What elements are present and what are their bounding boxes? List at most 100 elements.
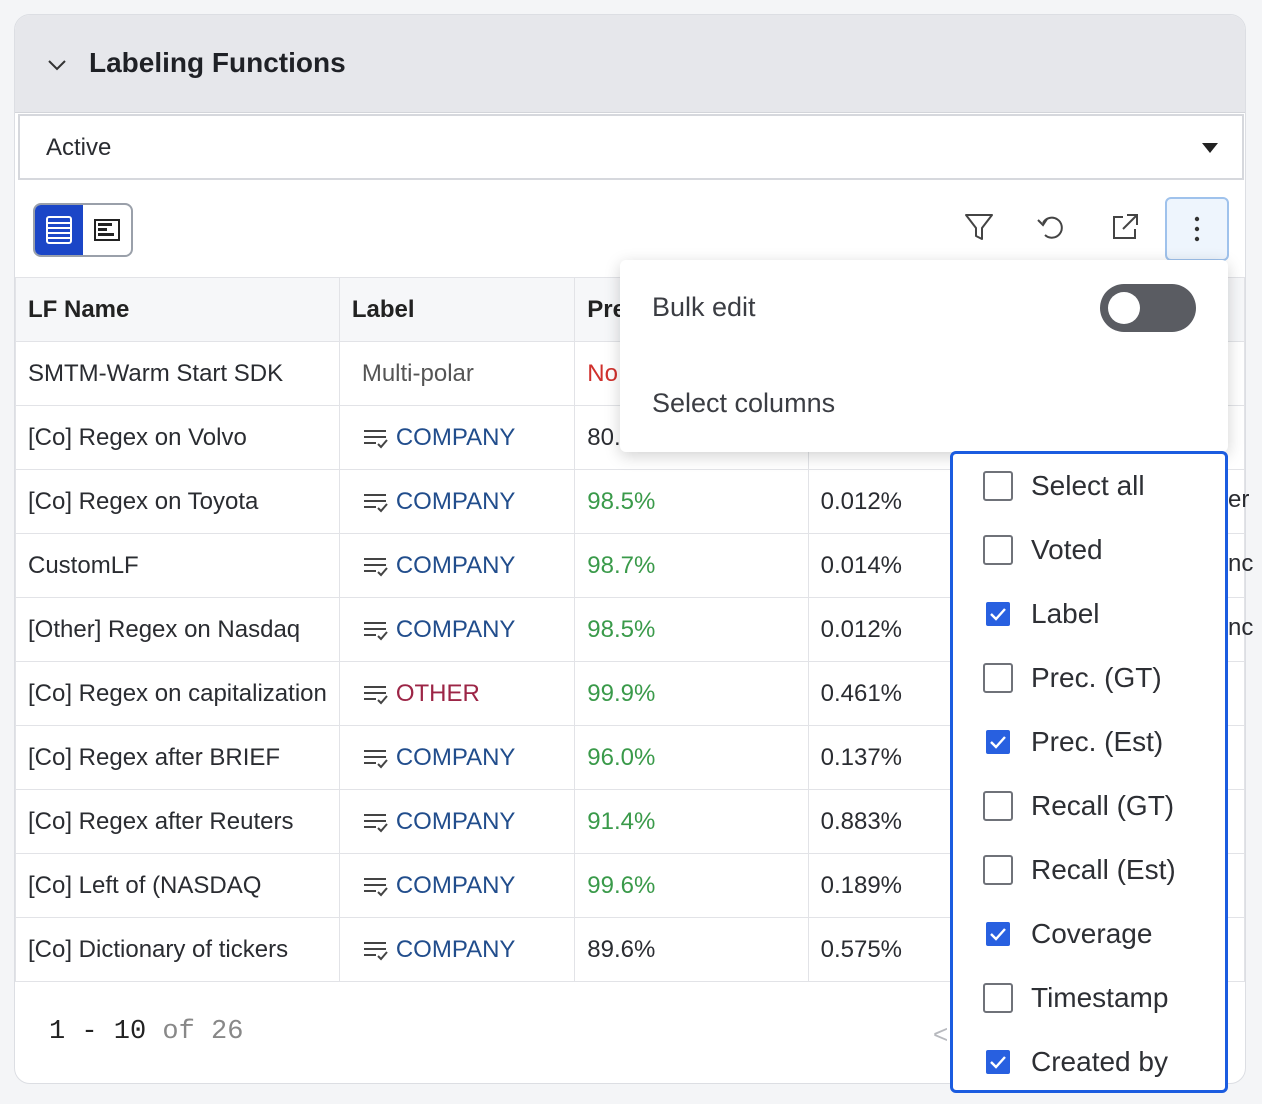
label-list-icon: [363, 942, 388, 961]
lf-name-cell[interactable]: [Co] Dictionary of tickers: [15, 917, 340, 982]
column-checkbox[interactable]: [983, 535, 1013, 565]
column-checkbox[interactable]: [983, 791, 1013, 821]
pagination-range: 1 - 10: [49, 1017, 147, 1047]
select-columns-submenu: Select all Voted Label Prec. (GT) Prec. (Est…: [950, 451, 1228, 1093]
prec-cell: 98.7%: [574, 533, 809, 598]
label-text: COMPANY: [395, 487, 516, 515]
column-option[interactable]: Voted: [983, 530, 1103, 570]
column-option-label: Voted: [1031, 534, 1103, 565]
label-cell: COMPANY: [338, 789, 576, 854]
select-columns-item[interactable]: Select columns: [652, 388, 836, 418]
label-text: OTHER: [395, 679, 480, 707]
clipped-cell-text: nc: [1228, 550, 1254, 577]
column-checkbox[interactable]: [983, 983, 1013, 1013]
label-cell: COMPANY: [338, 917, 576, 982]
panel-title: Labeling Functions: [89, 47, 346, 78]
column-option-label: Coverage: [1031, 918, 1153, 949]
prec-cell: 89.6%: [574, 917, 809, 982]
column-option[interactable]: Timestamp: [983, 978, 1168, 1018]
panel-header[interactable]: Labeling Functions: [15, 15, 1245, 113]
label-cell: Multi-polar: [338, 341, 576, 406]
label-text: COMPANY: [395, 871, 516, 899]
label-text: COMPANY: [395, 615, 516, 643]
status-filter-select[interactable]: Active: [18, 114, 1244, 180]
label-text: COMPANY: [395, 423, 516, 451]
view-toggle: [33, 203, 133, 257]
column-option-label: Recall (GT): [1031, 790, 1175, 821]
lf-name-cell[interactable]: SMTM-Warm Start SDK: [15, 341, 340, 406]
more-vertical-icon: [1194, 216, 1200, 242]
column-option[interactable]: Coverage: [983, 914, 1152, 954]
column-option-label: Select all: [1031, 470, 1145, 501]
label-cell: COMPANY: [338, 533, 576, 598]
lf-name-cell[interactable]: [Co] Left of (NASDAQ: [15, 853, 340, 918]
column-checkbox[interactable]: [983, 471, 1013, 501]
label-list-icon: [363, 622, 388, 641]
label-list-icon: [363, 558, 388, 577]
refresh-icon[interactable]: [1033, 209, 1069, 245]
prec-cell: 98.5%: [574, 469, 809, 534]
lf-name-cell[interactable]: CustomLF: [15, 533, 340, 598]
label-cell: COMPANY: [338, 405, 576, 470]
column-option[interactable]: Recall (GT): [983, 786, 1174, 826]
more-options-button[interactable]: [1165, 197, 1229, 261]
column-option[interactable]: Select all: [983, 466, 1145, 506]
column-checkbox[interactable]: [983, 919, 1013, 949]
column-option-label: Prec. (Est): [1031, 726, 1164, 757]
label-list-icon: [363, 430, 388, 449]
column-checkbox[interactable]: [983, 1047, 1013, 1077]
column-checkbox[interactable]: [983, 855, 1013, 885]
label-list-icon: [363, 750, 388, 769]
col-header-lf-name[interactable]: LF Name: [15, 277, 340, 342]
prec-cell: 99.6%: [574, 853, 809, 918]
column-checkbox[interactable]: [983, 727, 1013, 757]
table-view-button[interactable]: [35, 205, 83, 255]
prev-page-button[interactable]: <: [933, 1019, 949, 1049]
toggle-knob: [1108, 292, 1140, 324]
prec-cell: 98.5%: [574, 597, 809, 662]
prec-cell: 91.4%: [574, 789, 809, 854]
checkmark-icon: [986, 1050, 1010, 1074]
bulk-edit-toggle[interactable]: [1100, 284, 1196, 332]
clipped-cell-text: er: [1228, 486, 1250, 513]
label-list-icon: [363, 686, 388, 705]
column-checkbox[interactable]: [983, 599, 1013, 629]
bulk-edit-label: Bulk edit: [652, 292, 756, 322]
column-option[interactable]: Label: [983, 594, 1100, 634]
chevron-down-icon[interactable]: [45, 53, 69, 77]
column-option[interactable]: Prec. (Est): [983, 722, 1163, 762]
checkmark-icon: [986, 922, 1010, 946]
label-text: Multi-polar: [361, 359, 474, 387]
export-icon[interactable]: [1107, 209, 1143, 245]
column-checkbox[interactable]: [983, 663, 1013, 693]
bar-view-icon: [94, 219, 120, 241]
lf-name-cell[interactable]: [Co] Regex on Volvo: [15, 405, 340, 470]
label-list-icon: [363, 878, 388, 897]
label-cell: COMPANY: [338, 853, 576, 918]
lf-name-cell[interactable]: [Co] Regex on capitalization: [15, 661, 340, 726]
column-option-label: Timestamp: [1031, 982, 1169, 1013]
table-view-icon: [46, 216, 72, 244]
pagination-total: 26: [211, 1017, 244, 1047]
pagination-of: of: [162, 1017, 195, 1047]
filter-icon[interactable]: [961, 209, 997, 245]
column-option[interactable]: Recall (Est): [983, 850, 1176, 890]
lf-name-cell[interactable]: [Co] Regex after Reuters: [15, 789, 340, 854]
column-option[interactable]: Prec. (GT): [983, 658, 1162, 698]
pagination-label: 1 - 10 of 26: [49, 1017, 243, 1047]
lf-name-cell[interactable]: [Co] Regex on Toyota: [15, 469, 340, 534]
lf-name-cell[interactable]: [Co] Regex after BRIEF: [15, 725, 340, 790]
label-text: COMPANY: [395, 807, 516, 835]
label-cell: COMPANY: [338, 597, 576, 662]
label-cell: OTHER: [338, 661, 576, 726]
label-list-icon: [363, 814, 388, 833]
bar-view-button[interactable]: [83, 205, 131, 255]
column-option-label: Recall (Est): [1031, 854, 1176, 885]
lf-name-cell[interactable]: [Other] Regex on Nasdaq: [15, 597, 340, 662]
checkmark-icon: [986, 730, 1010, 754]
column-option[interactable]: Created by: [983, 1042, 1168, 1082]
col-header-label[interactable]: Label: [338, 277, 576, 342]
prec-cell: 99.9%: [574, 661, 809, 726]
column-option-label: Label: [1031, 598, 1100, 629]
column-option-label: Prec. (GT): [1031, 662, 1162, 693]
